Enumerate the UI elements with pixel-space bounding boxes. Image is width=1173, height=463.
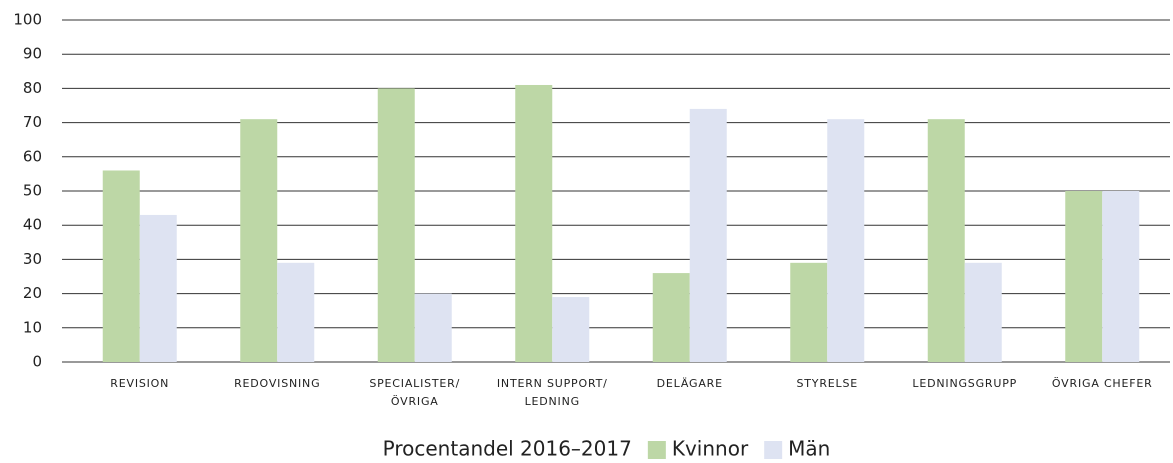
bar (1102, 191, 1140, 362)
x-tick-label: INTERN SUPPORT/LEDNING (497, 377, 608, 408)
bar (689, 108, 727, 362)
y-tick-label: 30 (23, 250, 42, 268)
x-tick-label: ÖVRIGA CHEFER (1052, 377, 1153, 390)
x-tick-label: REDOVISNING (234, 377, 320, 390)
bar (139, 214, 177, 362)
y-tick-label: 20 (23, 284, 42, 302)
bar (964, 262, 1002, 362)
bar (377, 88, 415, 363)
bar (102, 170, 140, 362)
y-tick-label: 70 (23, 113, 42, 131)
bar (927, 119, 965, 363)
y-tick-label: 40 (23, 216, 42, 234)
y-tick-label: 100 (13, 11, 42, 29)
bar (1065, 191, 1103, 362)
bar (790, 262, 828, 362)
bar (552, 297, 590, 362)
legend-swatch (764, 441, 783, 459)
legend-label: Män (788, 437, 830, 461)
legend-swatch (647, 441, 666, 459)
x-tick-label: STYRELSE (797, 377, 858, 390)
y-tick-label: 10 (23, 318, 42, 336)
y-tick-label: 80 (23, 79, 42, 97)
bar (414, 293, 452, 362)
bar (515, 84, 553, 362)
bar (240, 119, 278, 363)
y-tick-label: 50 (23, 182, 42, 200)
x-tick-label: SPECIALISTER/ÖVRIGA (369, 377, 460, 408)
x-tick-label: LEDNINGSGRUPP (912, 377, 1017, 390)
bar (652, 273, 690, 362)
x-tick-label: REVISION (110, 377, 169, 390)
y-tick-label: 0 (32, 353, 42, 371)
bar (277, 262, 315, 362)
x-tick-label: DELÄGARE (657, 377, 723, 390)
y-tick-label: 60 (23, 147, 42, 165)
legend-label: Kvinnor (672, 437, 749, 461)
legend-title: Procentandel 2016–2017 (383, 437, 632, 461)
bar (827, 119, 865, 363)
y-tick-label: 90 (23, 45, 42, 63)
